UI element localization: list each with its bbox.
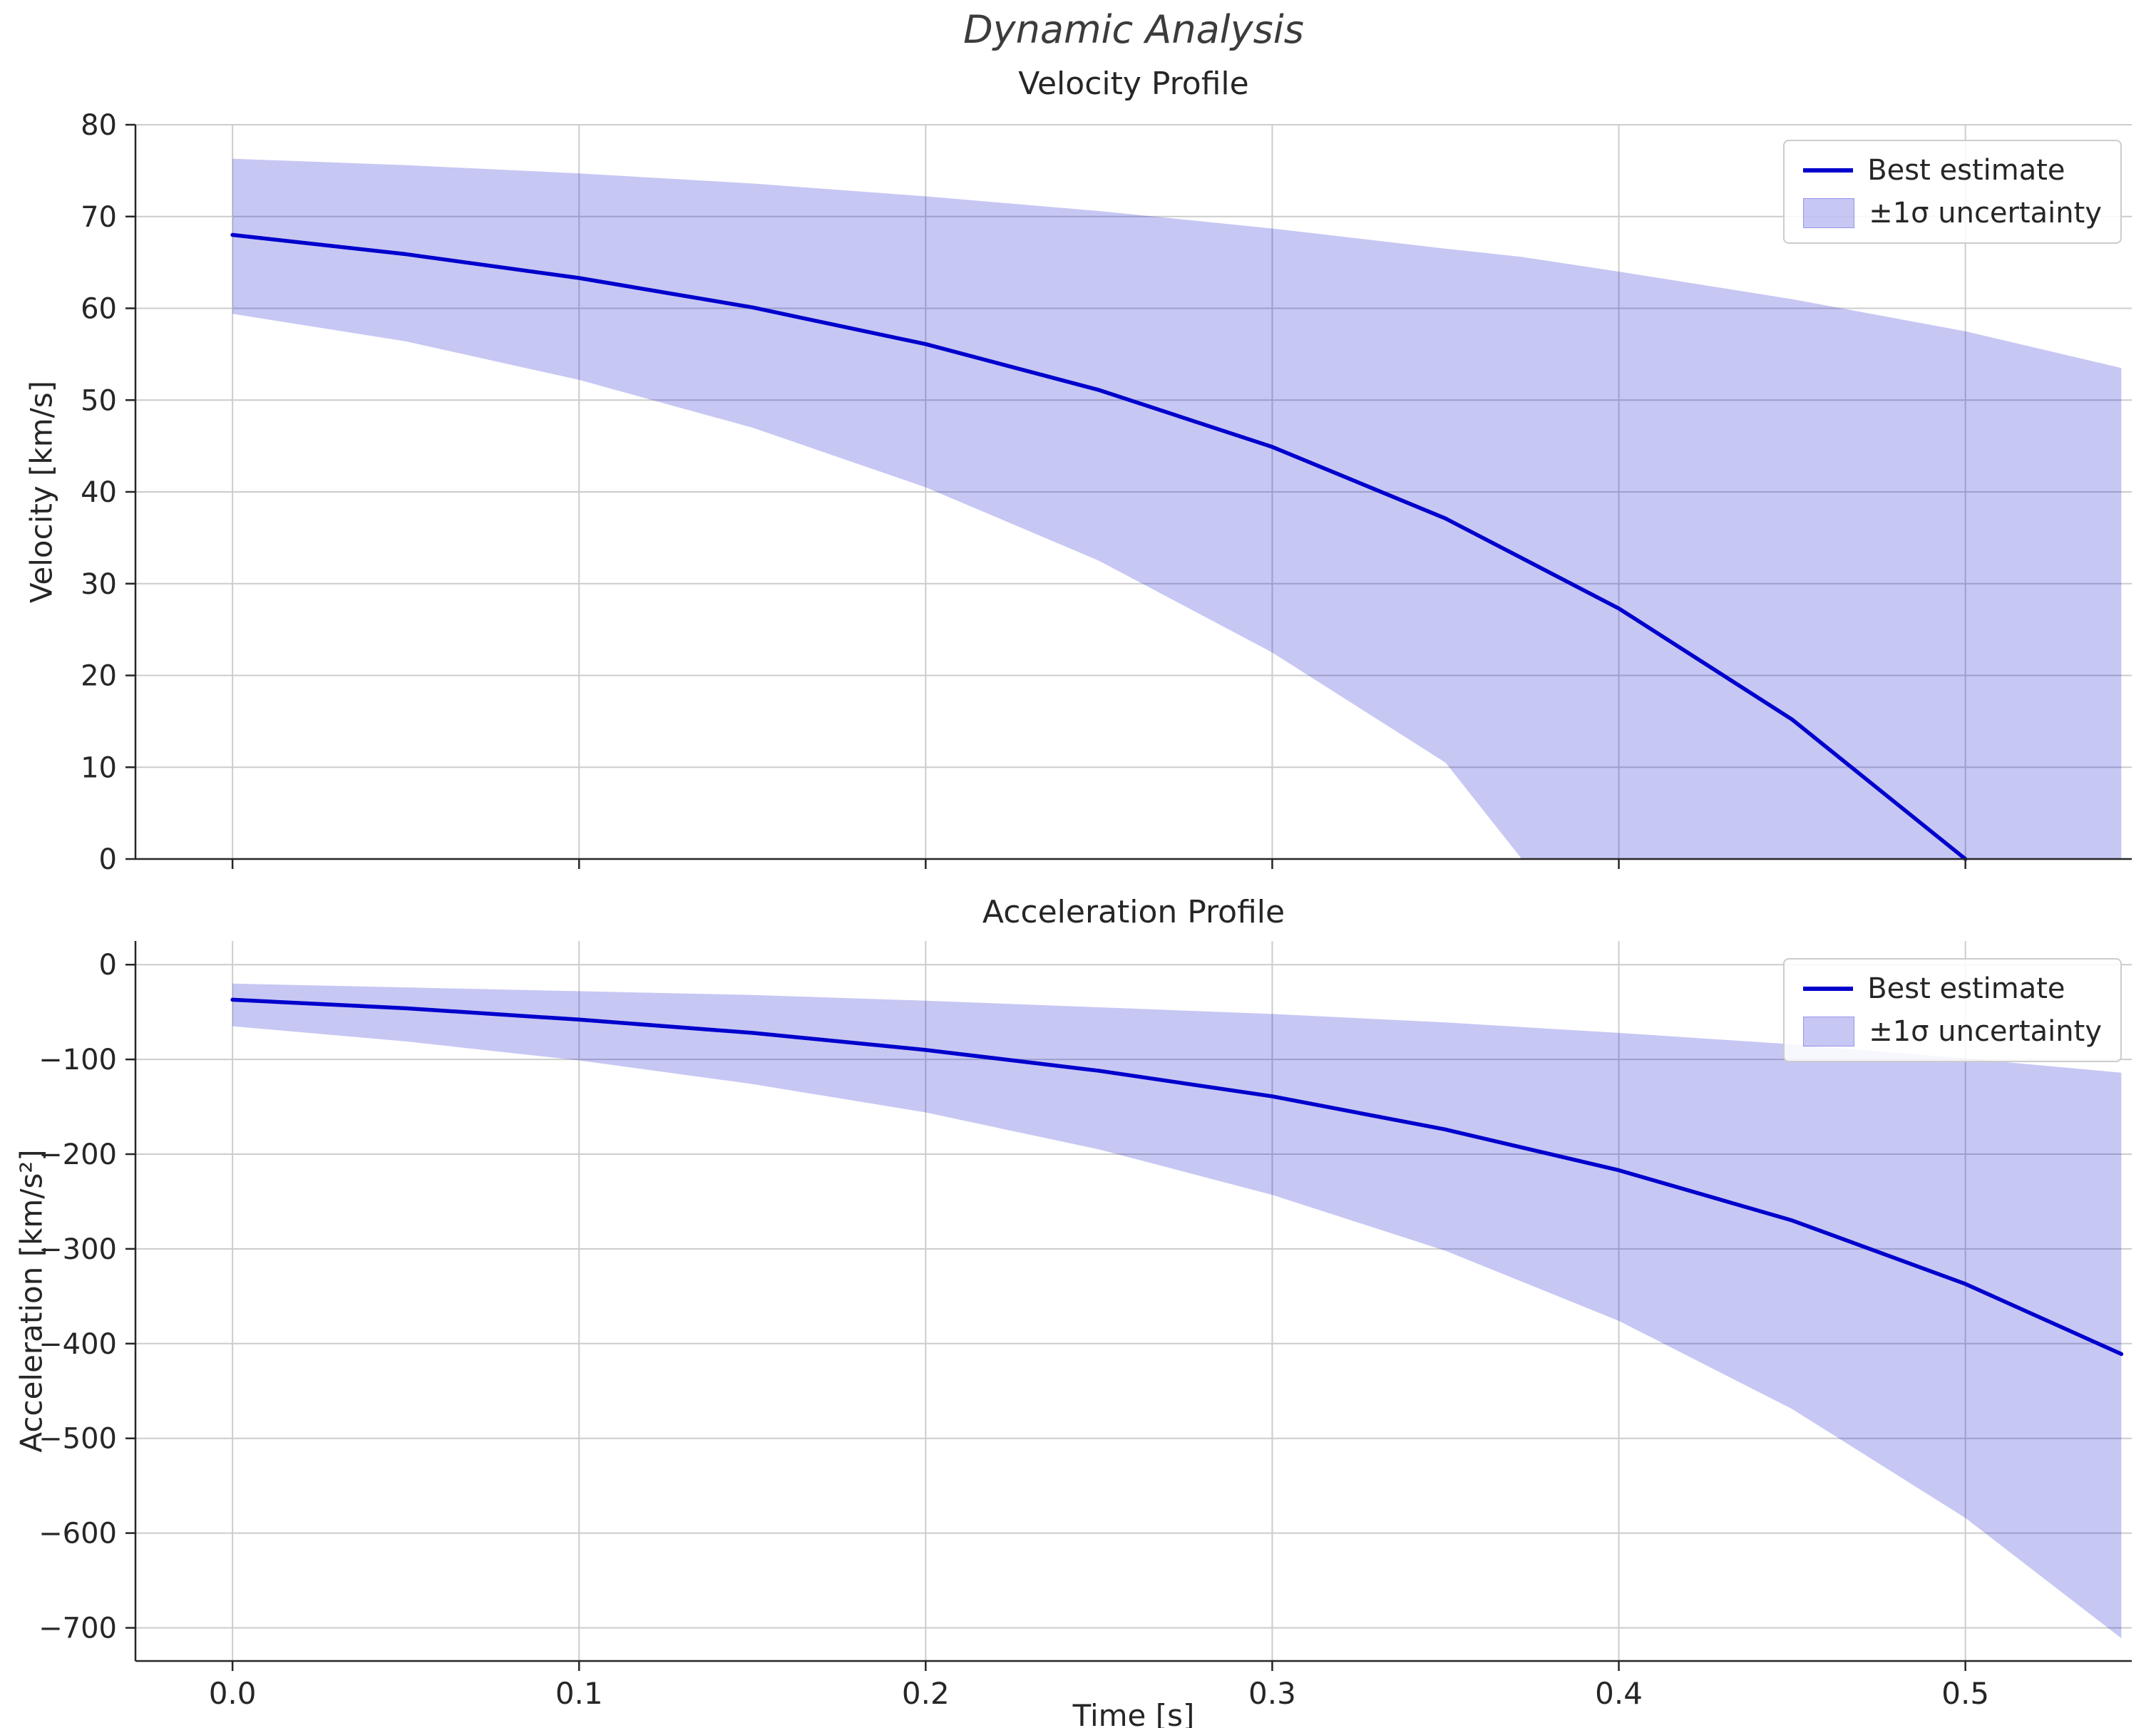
svg-text:60: 60 [81, 293, 117, 326]
legend-entry-best-estimate: Best estimate [1803, 972, 2102, 1005]
svg-text:20: 20 [81, 660, 117, 693]
svg-text:0.1: 0.1 [555, 1676, 603, 1711]
svg-text:−200: −200 [38, 1138, 117, 1171]
band-swatch-icon [1803, 198, 1855, 228]
svg-text:−500: −500 [38, 1423, 117, 1456]
svg-text:0: 0 [99, 949, 117, 982]
svg-text:0.5: 0.5 [1941, 1676, 1989, 1711]
legend-label: Best estimate [1867, 972, 2065, 1005]
legend-entry-uncertainty: ±1σ uncertainty [1803, 197, 2102, 230]
svg-text:0: 0 [99, 843, 117, 876]
acceleration-y-axis-label: Acceleration [km/s²] [14, 1149, 49, 1453]
svg-text:70: 70 [81, 201, 117, 234]
svg-text:−100: −100 [38, 1044, 117, 1076]
line-swatch-icon [1803, 168, 1854, 173]
figure-title: Dynamic Analysis [963, 7, 1304, 52]
legend-entry-uncertainty: ±1σ uncertainty [1803, 1015, 2102, 1048]
line-swatch-icon [1803, 987, 1854, 991]
svg-text:0.0: 0.0 [209, 1676, 257, 1711]
velocity-y-axis-label: Velocity [km/s] [24, 380, 59, 604]
legend-label: ±1σ uncertainty [1869, 197, 2102, 230]
svg-text:−700: −700 [38, 1612, 117, 1645]
band-swatch-icon [1803, 1017, 1855, 1046]
svg-text:−600: −600 [38, 1518, 117, 1550]
svg-text:30: 30 [81, 568, 117, 601]
legend-label: Best estimate [1867, 154, 2065, 187]
svg-text:−300: −300 [38, 1233, 117, 1266]
svg-text:50: 50 [81, 384, 117, 417]
svg-text:−400: −400 [38, 1328, 117, 1361]
svg-text:40: 40 [81, 476, 117, 509]
svg-text:0.4: 0.4 [1595, 1676, 1643, 1711]
svg-text:0.3: 0.3 [1248, 1676, 1296, 1711]
legend-label: ±1σ uncertainty [1869, 1015, 2102, 1048]
svg-text:80: 80 [81, 109, 117, 142]
acceleration-legend: Best estimate ±1σ uncertainty [1783, 958, 2122, 1062]
svg-text:0.2: 0.2 [902, 1676, 950, 1711]
legend-entry-best-estimate: Best estimate [1803, 154, 2102, 187]
x-axis-label: Time [s] [1072, 1698, 1195, 1728]
velocity-chart-title: Velocity Profile [1018, 66, 1249, 102]
svg-text:10: 10 [81, 751, 117, 784]
acceleration-chart-title: Acceleration Profile [982, 894, 1285, 930]
velocity-legend: Best estimate ±1σ uncertainty [1783, 140, 2122, 244]
